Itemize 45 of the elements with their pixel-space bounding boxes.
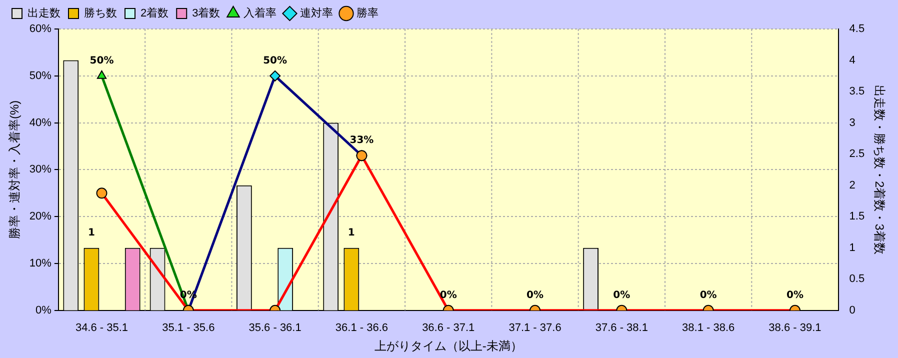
y2-tick-label: 1 — [849, 242, 856, 254]
data-label: 33% — [350, 135, 374, 146]
legend-label: 出走数 — [28, 6, 60, 20]
y-tick-label: 40% — [29, 116, 52, 129]
data-label: 0% — [613, 290, 630, 301]
data-label: 1 — [88, 227, 95, 238]
legend-label: 勝ち数 — [84, 8, 117, 20]
y2-tick-label: 3 — [849, 116, 856, 129]
x-tick-label: 37.1 - 37.6 — [508, 322, 562, 334]
y2-tick-label: 2 — [849, 179, 856, 192]
legend-label: 入着率 — [244, 6, 277, 20]
x-tick-label: 34.6 - 35.1 — [75, 322, 128, 334]
y2-tick-label: 3.5 — [849, 86, 865, 98]
y-axis-title: 勝率・連対率・入着率(%) — [8, 100, 22, 240]
y2-tick-label: 4 — [849, 54, 856, 66]
y2-tick-label: 2.5 — [849, 148, 865, 160]
x-tick-label: 35.6 - 36.1 — [248, 322, 302, 334]
y-tick-label: 20% — [29, 210, 52, 223]
data-label: 0% — [700, 290, 717, 301]
data-label: 1 — [348, 227, 355, 238]
legend-label: 2着数 — [140, 6, 169, 20]
y2-tick-label: 4.5 — [849, 23, 865, 36]
y-tick-label: 10% — [29, 258, 52, 270]
legend-label: 勝率 — [356, 6, 379, 20]
y2-axis-title: 出走数・勝ち数・2着数・3着数 — [872, 85, 886, 254]
y-tick-label: 50% — [29, 70, 52, 82]
x-tick-label: 35.1 - 35.6 — [162, 322, 215, 334]
data-label: 50% — [90, 55, 114, 66]
y-tick-label: 60% — [29, 23, 52, 36]
y2-tick-label: 1.5 — [849, 210, 865, 223]
legend-label: 連対率 — [300, 6, 334, 20]
data-label: 0% — [786, 290, 804, 301]
y2-tick-label: 0.5 — [849, 273, 865, 286]
x-tick-label: 38.1 - 38.6 — [682, 322, 735, 334]
x-axis-title: 上がりタイム（以上-未満） — [374, 339, 522, 354]
data-label: 50% — [263, 55, 288, 66]
legend-label: 3着数 — [192, 6, 220, 20]
x-tick-label: 36.1 - 36.6 — [335, 322, 388, 334]
y2-tick-label: 0 — [849, 304, 856, 316]
x-tick-label: 37.6 - 38.1 — [595, 322, 648, 334]
y-tick-label: 30% — [29, 164, 52, 176]
y-tick-label: 0% — [36, 304, 52, 316]
x-tick-label: 36.6 - 37.1 — [422, 322, 475, 334]
data-label: 0% — [526, 290, 544, 301]
x-tick-label: 38.6 - 39.1 — [768, 322, 822, 334]
